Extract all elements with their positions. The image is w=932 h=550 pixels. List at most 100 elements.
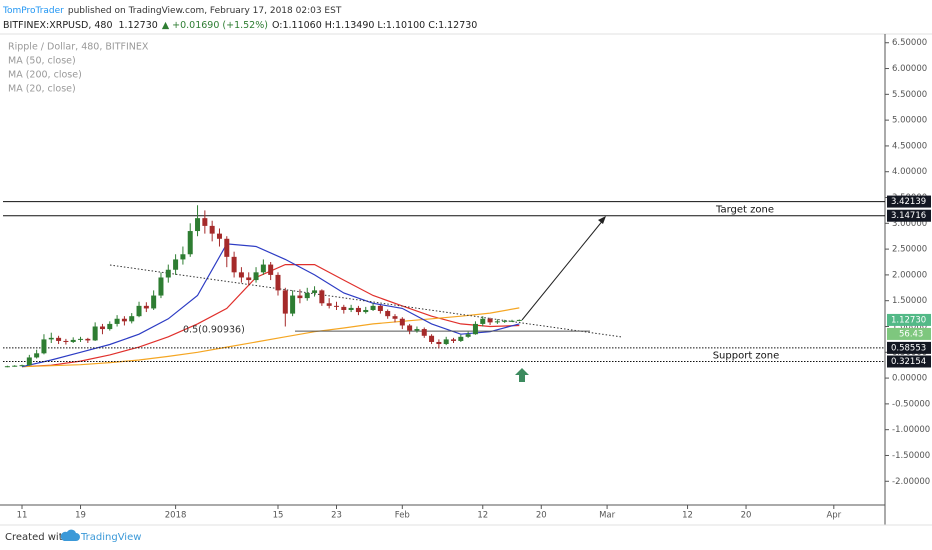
fib-label: 0.5(0.90936): [183, 325, 245, 336]
x-tick-label: 2018: [165, 511, 187, 521]
indicator-label: 56.43: [899, 329, 923, 339]
candle-body: [516, 319, 522, 321]
candle-body: [377, 305, 383, 312]
candle-body: [202, 218, 208, 226]
candle-body: [180, 254, 186, 260]
ma-line: [21, 243, 520, 368]
candle-body: [48, 337, 54, 340]
candle-body: [421, 329, 427, 336]
trend-line: [109, 264, 623, 338]
price-label: 0.58553: [891, 343, 926, 353]
candle-body: [260, 264, 266, 273]
candle-body: [502, 320, 508, 322]
candle-body: [63, 340, 69, 342]
price-label-box: [887, 195, 931, 208]
candle-body: [238, 272, 244, 278]
candle-body: [195, 218, 201, 232]
candle-body: [187, 231, 193, 255]
candle-body: [370, 305, 376, 310]
candle-body: [26, 357, 32, 366]
last: 1.12730: [119, 20, 158, 31]
symbol: BITFINEX:XRPUSD, 480: [3, 20, 113, 31]
candle-body: [253, 272, 259, 281]
y-tick-label: -0.50000: [892, 399, 930, 409]
candle-body: [355, 307, 361, 313]
candle-body: [429, 335, 435, 342]
candle-body: [224, 238, 230, 257]
y-tick-label: -2.00000: [892, 477, 930, 487]
candle-body: [158, 277, 164, 296]
x-tick-label: Mar: [599, 511, 616, 521]
header-line: TomProTrader published on TradingView.com…: [2, 6, 342, 16]
candle-body: [304, 292, 310, 299]
candle-body: [56, 337, 62, 341]
candle-body: [480, 318, 486, 324]
y-tick-label: 6.00000: [892, 64, 927, 74]
change: ▲ +0.01690 (+1.52%): [162, 20, 268, 31]
last-price-box: [887, 313, 931, 326]
footer-brand[interactable]: TradingView: [80, 532, 141, 543]
candle-body: [443, 339, 449, 345]
price-label: 0.32154: [891, 357, 926, 367]
arrow-head: [598, 216, 606, 224]
candle-body: [78, 338, 84, 340]
candle-body: [312, 290, 318, 293]
y-tick-label: 5.50000: [892, 90, 927, 100]
candle-body: [246, 277, 252, 281]
candle-body: [509, 320, 515, 322]
candle-body: [333, 305, 339, 307]
legend-entry: MA (50, close): [8, 56, 76, 67]
legend-entry: MA (20, close): [8, 84, 76, 95]
x-tick-label: Apr: [826, 511, 841, 521]
x-tick-label: 12: [682, 511, 693, 521]
x-tick-label: 19: [75, 511, 86, 521]
candle-body: [4, 366, 10, 368]
candle-body: [268, 264, 274, 275]
candle-body: [92, 326, 98, 341]
author[interactable]: TomProTrader: [2, 6, 64, 16]
candle-body: [41, 339, 47, 354]
x-tick-label: 15: [273, 511, 284, 521]
candle-body: [392, 316, 398, 319]
x-tick-label: 11: [17, 511, 28, 521]
candle-body: [385, 311, 391, 317]
y-tick-label: 6.50000: [892, 38, 927, 48]
price-label: 3.42139: [891, 197, 926, 207]
footer-created: Created with: [5, 532, 69, 543]
candle-body: [129, 316, 135, 322]
published: published on TradingView.com, February 1…: [68, 6, 342, 16]
y-tick-label: 1.50000: [892, 296, 927, 306]
x-tick-label: 20: [741, 511, 752, 521]
indicator-box: [887, 327, 931, 340]
y-tick-label: 4.50000: [892, 141, 927, 151]
candle-body: [290, 295, 296, 314]
candle-body: [231, 256, 237, 273]
candle-body: [70, 339, 76, 342]
candle-body: [275, 274, 281, 291]
price-label-box: [887, 209, 931, 222]
y-tick-label: 4.00000: [892, 167, 927, 177]
legend-title: Ripple / Dollar, 480, BITFINEX: [8, 42, 149, 53]
candle-body: [458, 336, 464, 341]
candle-body: [136, 305, 142, 317]
candle-body: [451, 339, 457, 341]
candle-body: [114, 318, 120, 324]
candle-body: [465, 334, 471, 337]
x-tick-label: Feb: [395, 511, 410, 521]
y-tick-label: -1.50000: [892, 451, 930, 461]
y-tick-label: 5.00000: [892, 116, 927, 126]
candle-body: [151, 295, 157, 309]
footer: [0, 525, 932, 550]
candle-body: [216, 233, 222, 239]
candle-body: [165, 269, 171, 278]
candle-body: [107, 323, 113, 330]
candle-body: [173, 259, 179, 270]
candle-body: [282, 290, 288, 314]
candle-body: [209, 225, 215, 234]
x-tick-label: 12: [477, 511, 488, 521]
brand-logo: [60, 529, 80, 541]
projection-arrow: [521, 218, 605, 321]
target-zone-label: Target zone: [715, 205, 774, 216]
candle-body: [494, 321, 500, 323]
